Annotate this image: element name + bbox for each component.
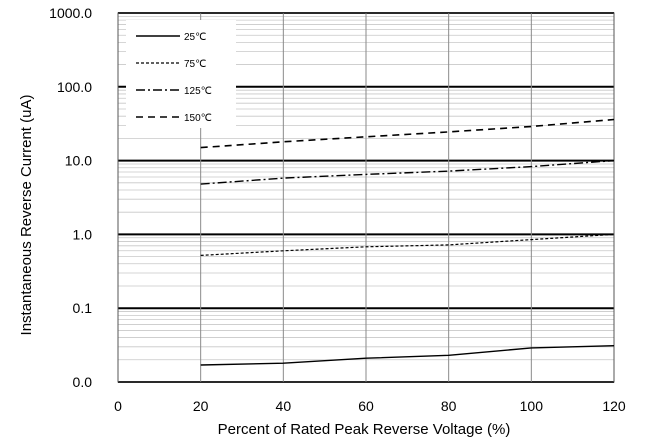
y-axis-title: Instantaneous Reverse Current (uA) [18, 95, 35, 336]
x-tick-label: 100 [520, 398, 544, 414]
x-tick-label: 80 [441, 398, 457, 414]
series-line-2 [200, 159, 615, 185]
x-tick-label: 40 [276, 398, 292, 414]
series-line-3 [200, 118, 615, 149]
x-tick-label: 60 [358, 398, 374, 414]
y-tick-label: 0.0 [73, 374, 93, 390]
legend-label: 25℃ [184, 32, 206, 43]
y-tick-label: 1000.0 [49, 5, 92, 21]
y-tick-label: 10.0 [65, 153, 92, 169]
series-line-0 [200, 345, 615, 366]
x-tick-label: 120 [602, 398, 626, 414]
tick-labels: 1000.0 100.0 10.0 1.0 0.1 0.0 0 20 40 60 80 100 120 [49, 5, 626, 414]
axes [117, 12, 615, 383]
series-line-1 [200, 233, 615, 256]
legend: 25℃ 75℃ 125℃ 150℃ [126, 20, 236, 128]
x-tick-label: 0 [114, 398, 122, 414]
series-lines [200, 118, 615, 366]
y-tick-label: 100.0 [57, 79, 92, 95]
legend-label: 75℃ [184, 59, 206, 70]
y-tick-label: 0.1 [73, 300, 93, 316]
plot-frame [117, 12, 615, 383]
y-tick-label: 1.0 [73, 226, 93, 242]
x-tick-label: 20 [193, 398, 209, 414]
legend-label: 125℃ [184, 86, 212, 97]
legend-box [126, 20, 236, 128]
x-axis-title: Percent of Rated Peak Reverse Voltage (%… [218, 421, 511, 438]
legend-label: 150℃ [184, 113, 212, 124]
